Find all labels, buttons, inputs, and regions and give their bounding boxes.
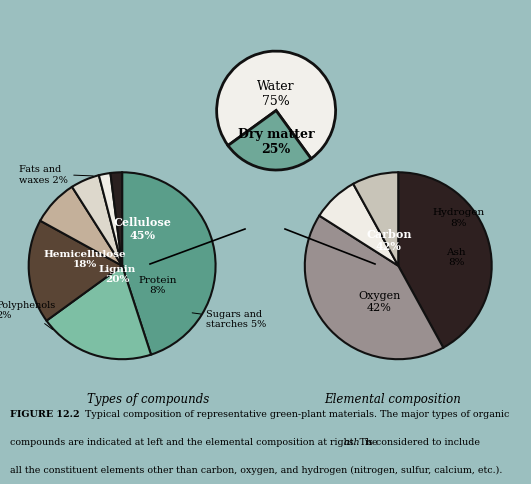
- Text: compounds are indicated at left and the elemental composition at right. The: compounds are indicated at left and the …: [10, 438, 380, 446]
- Wedge shape: [353, 173, 398, 266]
- Text: Fats and
waxes 2%: Fats and waxes 2%: [19, 165, 93, 184]
- Wedge shape: [122, 173, 216, 355]
- Text: Typical composition of representative green-plant materials. The major types of : Typical composition of representative gr…: [79, 409, 509, 419]
- Wedge shape: [99, 174, 122, 266]
- Text: Oxygen
42%: Oxygen 42%: [358, 291, 401, 312]
- Wedge shape: [47, 266, 151, 360]
- Text: Water
75%: Water 75%: [258, 79, 295, 107]
- Text: Lignin
20%: Lignin 20%: [99, 264, 136, 283]
- Wedge shape: [29, 221, 122, 321]
- Text: Hemicellulose
18%: Hemicellulose 18%: [44, 249, 126, 269]
- Text: Types of compounds: Types of compounds: [87, 393, 209, 406]
- Text: is considered to include: is considered to include: [362, 438, 480, 446]
- Text: Hydrogen
8%: Hydrogen 8%: [433, 208, 485, 227]
- Text: Sugars and
starches 5%: Sugars and starches 5%: [192, 309, 267, 329]
- Text: Elemental composition: Elemental composition: [324, 393, 461, 406]
- Text: Polyphenols
2%: Polyphenols 2%: [0, 300, 55, 330]
- Wedge shape: [217, 52, 336, 159]
- Text: Ash
8%: Ash 8%: [447, 247, 466, 267]
- Wedge shape: [40, 187, 122, 266]
- Text: all the constituent elements other than carbon, oxygen, and hydrogen (nitrogen, : all the constituent elements other than …: [10, 466, 502, 474]
- Text: Carbon
42%: Carbon 42%: [366, 228, 412, 252]
- Wedge shape: [72, 176, 122, 266]
- Text: Protein
8%: Protein 8%: [139, 275, 177, 295]
- Text: Cellulose
45%: Cellulose 45%: [114, 217, 172, 241]
- Wedge shape: [305, 216, 443, 360]
- Text: FIGURE 12.2: FIGURE 12.2: [10, 409, 79, 419]
- Text: ash: ash: [344, 438, 361, 446]
- Wedge shape: [319, 184, 398, 266]
- Wedge shape: [110, 173, 122, 266]
- Wedge shape: [228, 111, 311, 171]
- Text: Dry matter
25%: Dry matter 25%: [238, 128, 314, 156]
- Wedge shape: [398, 173, 492, 348]
